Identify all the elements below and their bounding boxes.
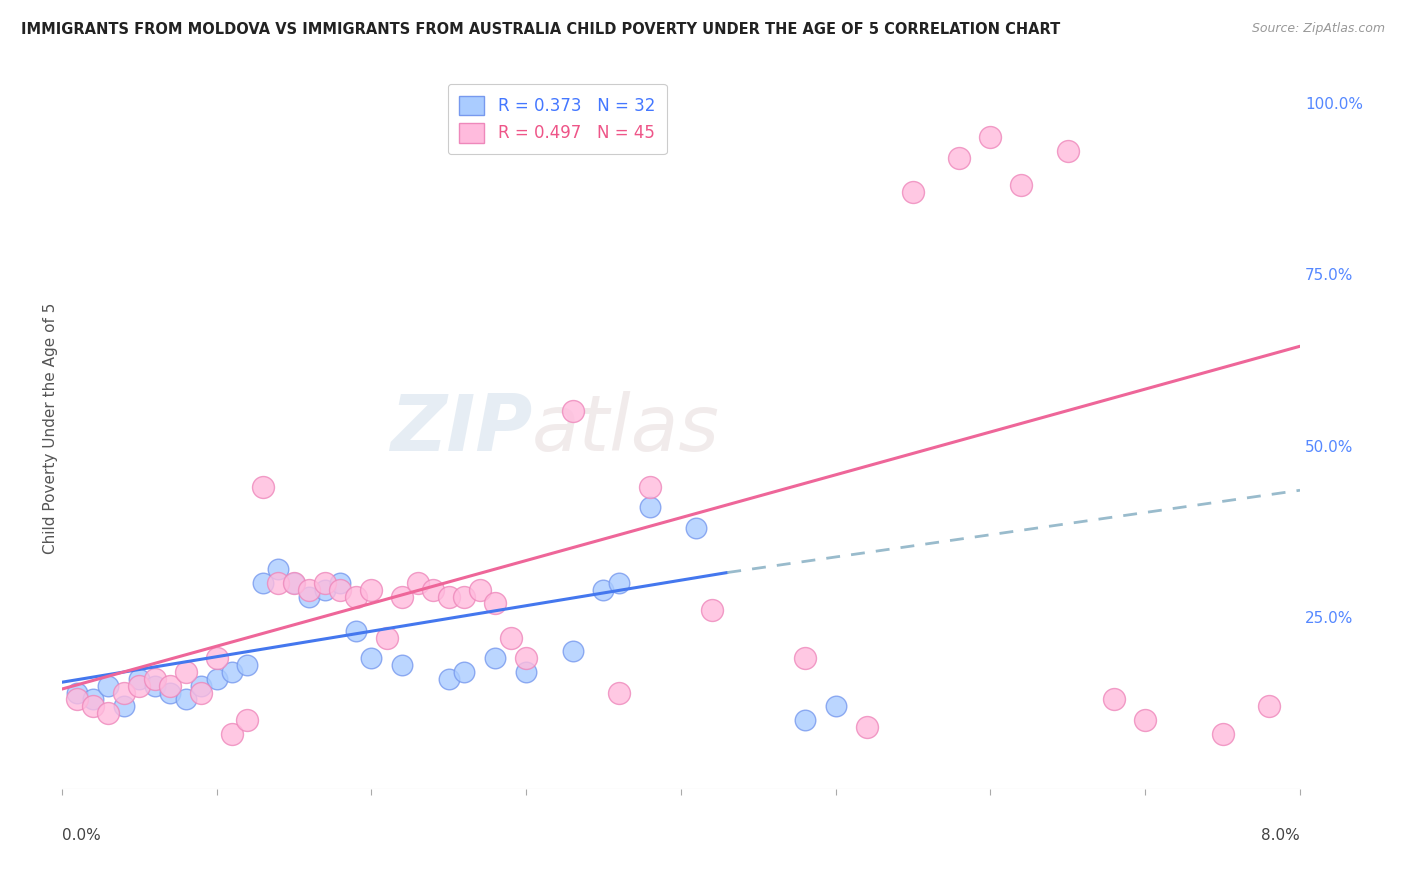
Point [174, 692, 197, 706]
Text: atlas: atlas [533, 391, 720, 467]
Point [638, 480, 661, 494]
Point [561, 404, 583, 418]
Point [267, 575, 290, 590]
Point [159, 685, 181, 699]
Point [793, 713, 815, 727]
Point [97, 706, 120, 720]
Point [437, 590, 460, 604]
Point [391, 658, 413, 673]
Point [824, 699, 846, 714]
Point [159, 679, 181, 693]
Point [1104, 692, 1126, 706]
Point [484, 651, 506, 665]
Point [283, 575, 305, 590]
Point [66, 692, 89, 706]
Point [515, 665, 537, 679]
Point [1212, 727, 1234, 741]
Point [607, 575, 630, 590]
Point [97, 679, 120, 693]
Point [979, 130, 1001, 145]
Point [499, 631, 522, 645]
Point [236, 713, 259, 727]
Point [314, 575, 336, 590]
Point [855, 720, 877, 734]
Point [592, 582, 614, 597]
Point [1056, 144, 1078, 158]
Point [344, 624, 367, 638]
Point [128, 672, 150, 686]
Text: ZIP: ZIP [389, 391, 533, 467]
Point [515, 651, 537, 665]
Point [283, 575, 305, 590]
Text: 0.0%: 0.0% [62, 828, 100, 843]
Point [329, 582, 352, 597]
Y-axis label: Child Poverty Under the Age of 5: Child Poverty Under the Age of 5 [44, 303, 58, 554]
Text: Source: ZipAtlas.com: Source: ZipAtlas.com [1251, 22, 1385, 36]
Point [236, 658, 259, 673]
Point [453, 665, 475, 679]
Point [112, 685, 135, 699]
Point [143, 672, 166, 686]
Point [360, 651, 382, 665]
Point [314, 582, 336, 597]
Point [298, 590, 321, 604]
Point [375, 631, 398, 645]
Point [1010, 178, 1032, 193]
Point [1258, 699, 1281, 714]
Point [82, 699, 104, 714]
Point [685, 521, 707, 535]
Point [793, 651, 815, 665]
Point [948, 151, 970, 165]
Point [143, 679, 166, 693]
Point [468, 582, 491, 597]
Point [453, 590, 475, 604]
Point [344, 590, 367, 604]
Point [205, 651, 228, 665]
Point [329, 575, 352, 590]
Point [190, 679, 212, 693]
Text: 8.0%: 8.0% [1261, 828, 1301, 843]
Point [1135, 713, 1157, 727]
Point [422, 582, 444, 597]
Point [252, 480, 274, 494]
Point [391, 590, 413, 604]
Point [128, 679, 150, 693]
Legend: R = 0.373   N = 32, R = 0.497   N = 45: R = 0.373 N = 32, R = 0.497 N = 45 [447, 84, 666, 154]
Point [638, 500, 661, 515]
Point [700, 603, 723, 617]
Point [190, 685, 212, 699]
Point [360, 582, 382, 597]
Point [607, 685, 630, 699]
Point [66, 685, 89, 699]
Point [437, 672, 460, 686]
Point [112, 699, 135, 714]
Point [298, 582, 321, 597]
Point [174, 665, 197, 679]
Point [252, 575, 274, 590]
Text: IMMIGRANTS FROM MOLDOVA VS IMMIGRANTS FROM AUSTRALIA CHILD POVERTY UNDER THE AGE: IMMIGRANTS FROM MOLDOVA VS IMMIGRANTS FR… [21, 22, 1060, 37]
Point [221, 665, 243, 679]
Point [267, 562, 290, 576]
Point [901, 185, 924, 199]
Point [561, 644, 583, 658]
Point [406, 575, 429, 590]
Point [484, 596, 506, 610]
Point [205, 672, 228, 686]
Point [221, 727, 243, 741]
Point [82, 692, 104, 706]
